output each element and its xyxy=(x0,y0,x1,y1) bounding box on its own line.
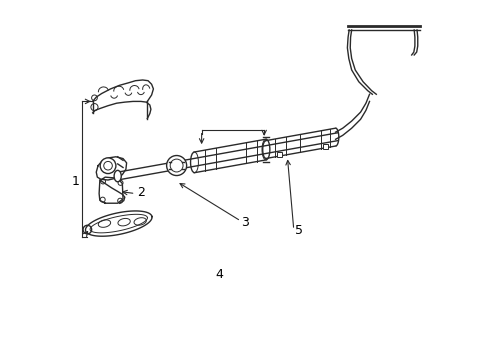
Text: 5: 5 xyxy=(294,224,302,237)
Text: 2: 2 xyxy=(137,186,145,199)
Circle shape xyxy=(100,158,116,174)
Circle shape xyxy=(170,159,183,172)
Circle shape xyxy=(166,156,186,176)
Text: 3: 3 xyxy=(241,216,248,229)
Circle shape xyxy=(83,225,91,234)
Bar xyxy=(323,144,327,149)
Text: 1: 1 xyxy=(71,175,80,188)
Circle shape xyxy=(91,95,97,101)
Circle shape xyxy=(100,197,105,202)
Circle shape xyxy=(101,179,105,184)
Bar xyxy=(276,153,282,157)
Circle shape xyxy=(91,104,98,111)
Circle shape xyxy=(103,161,112,170)
Circle shape xyxy=(118,198,122,203)
Circle shape xyxy=(118,180,123,185)
Ellipse shape xyxy=(114,170,121,182)
Text: 4: 4 xyxy=(215,268,223,281)
